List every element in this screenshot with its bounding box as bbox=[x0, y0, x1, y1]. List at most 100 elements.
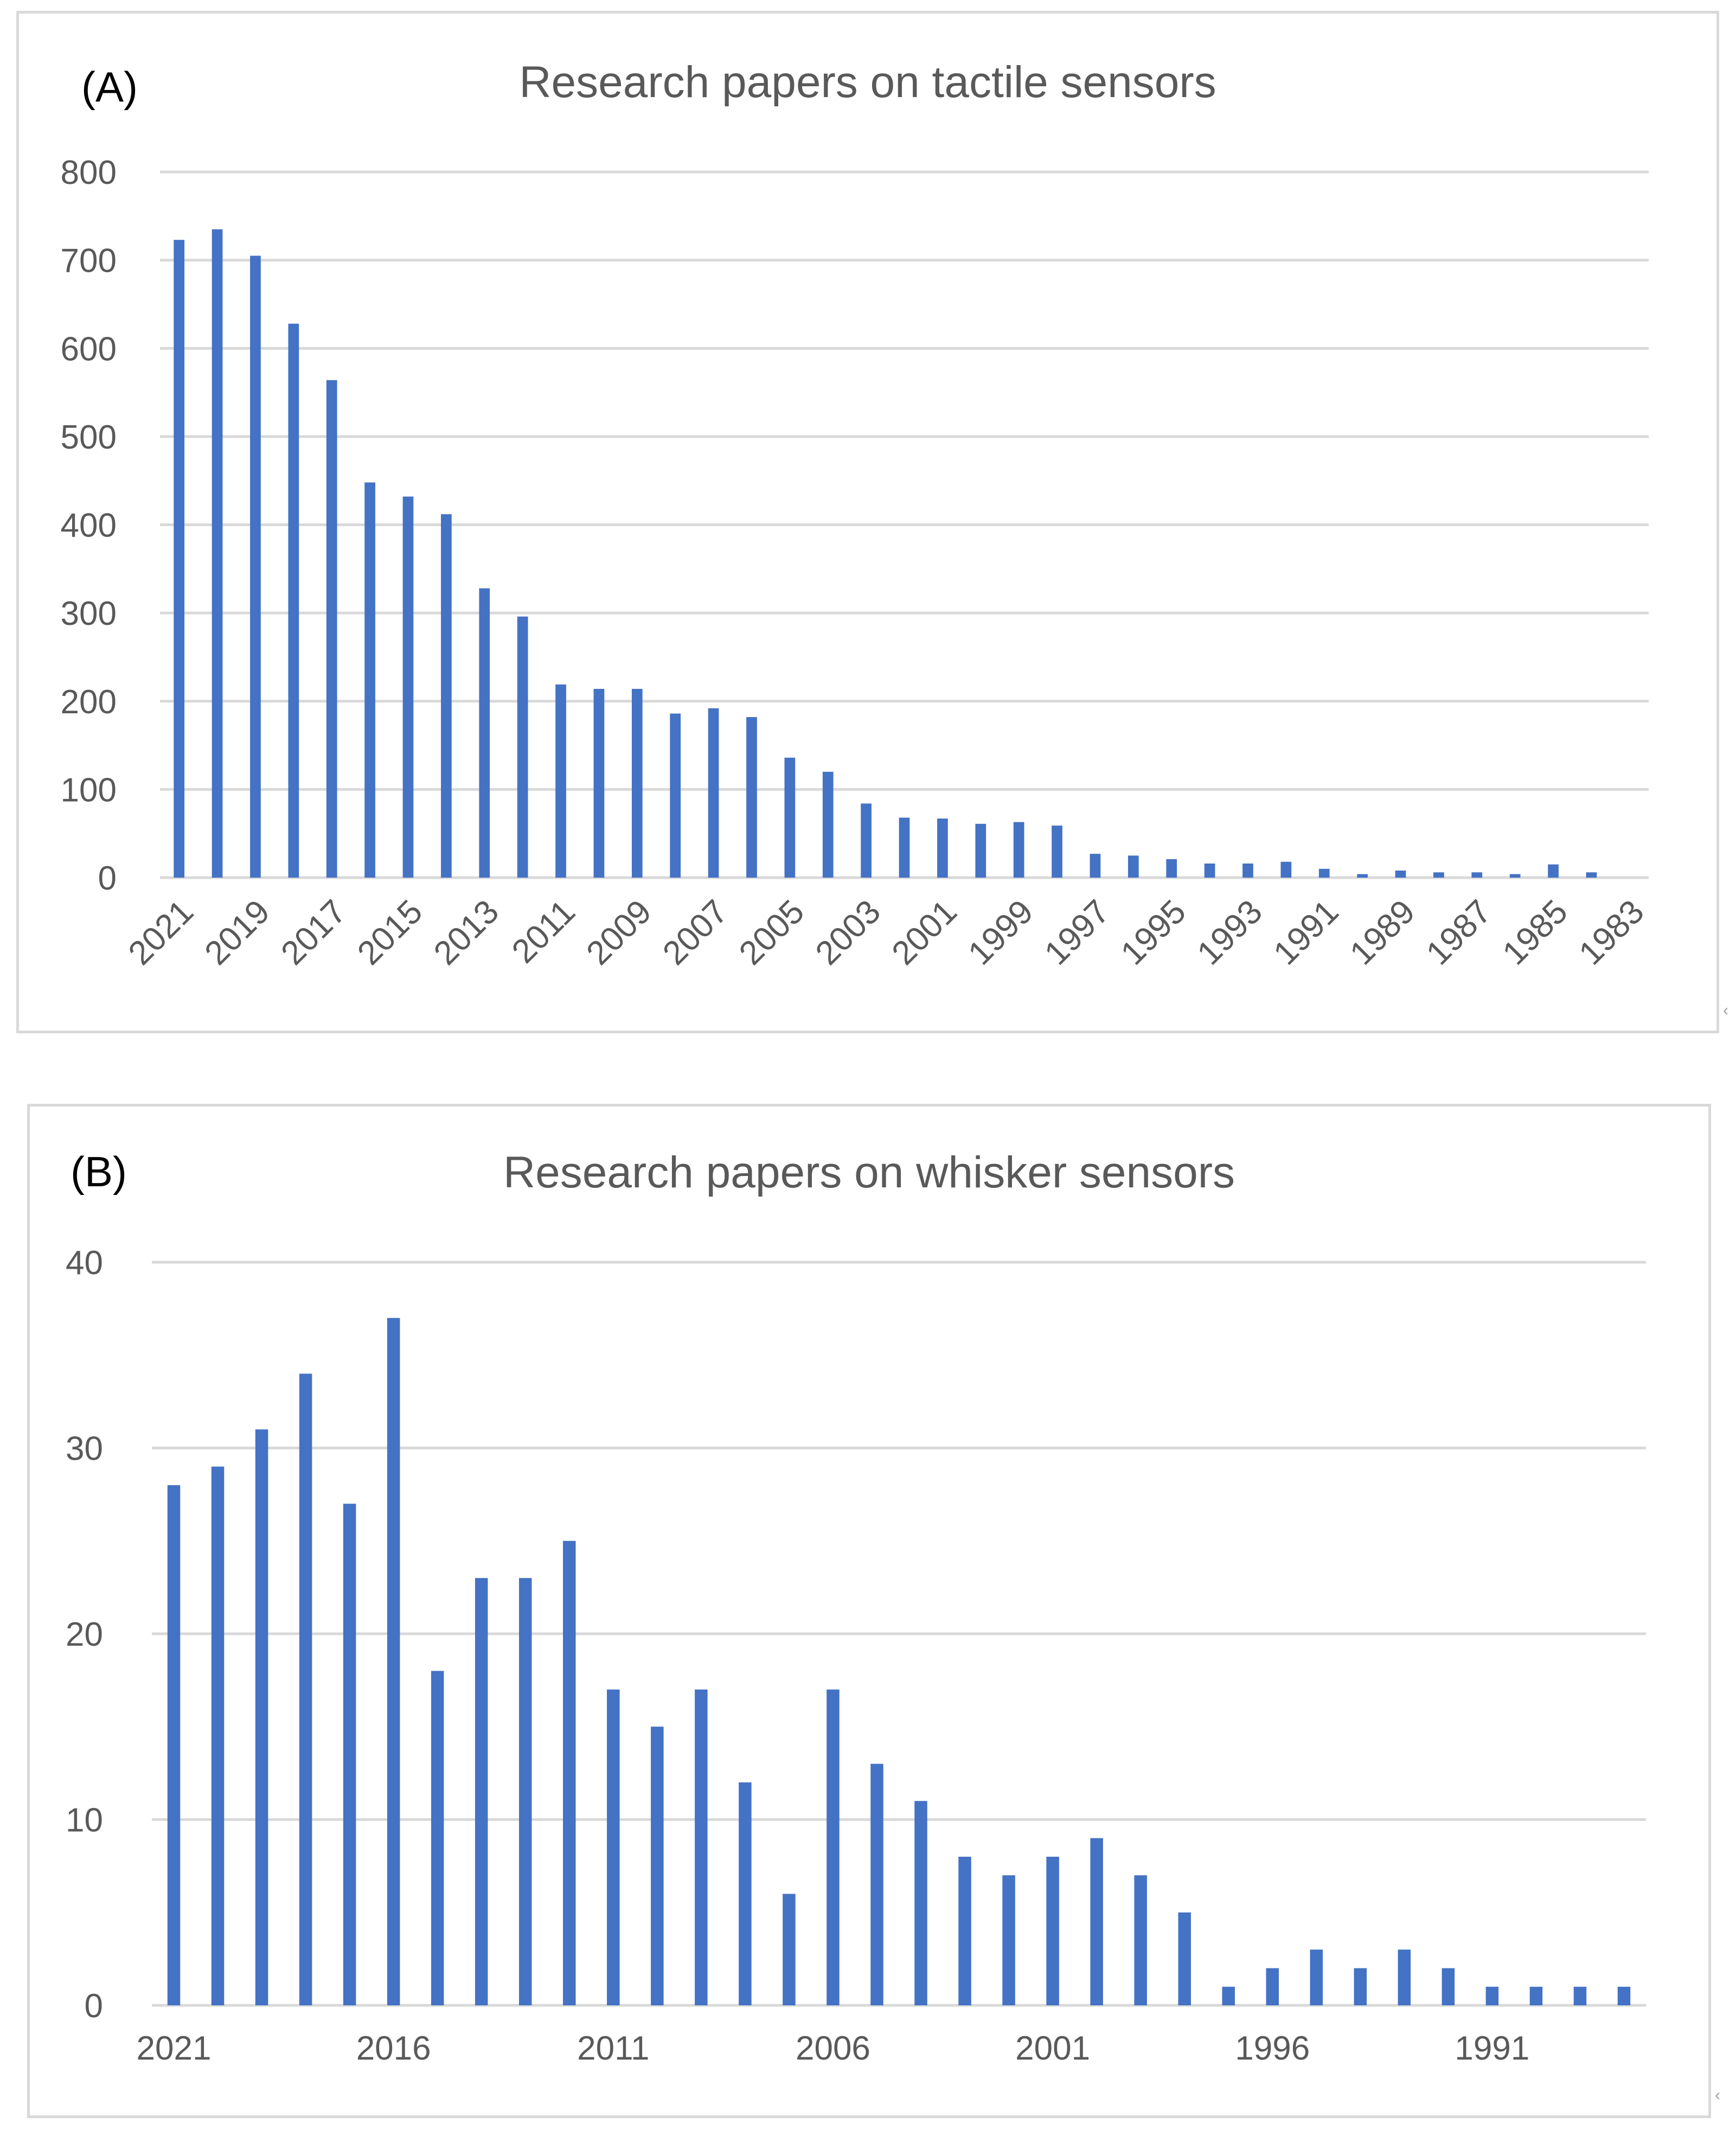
bar-2017 bbox=[343, 1504, 356, 2005]
bar-1994 bbox=[1204, 863, 1215, 878]
bar-1991 bbox=[1485, 1986, 1499, 2005]
bar-1995 bbox=[1166, 859, 1177, 878]
x-tick-label: 1985 bbox=[1496, 893, 1575, 972]
y-tick-label: 0 bbox=[85, 1987, 103, 2025]
x-tick-label: 1987 bbox=[1419, 893, 1498, 972]
x-tick-label: 2019 bbox=[198, 893, 277, 972]
x-tick-label: 2015 bbox=[350, 893, 430, 972]
bar-2010 bbox=[651, 1727, 664, 2005]
bar-2007 bbox=[708, 708, 719, 878]
bar-1990 bbox=[1357, 874, 1368, 878]
resize-handle-icon: ‹ bbox=[1715, 2086, 1720, 2104]
y-tick-label: 0 bbox=[98, 860, 117, 897]
x-tick-label: 1991 bbox=[1266, 893, 1346, 972]
bar-2005 bbox=[784, 757, 796, 878]
x-tick-label: 2003 bbox=[809, 893, 888, 972]
y-tick-label: 200 bbox=[61, 683, 117, 721]
x-tick-label: 2021 bbox=[121, 893, 201, 972]
x-tick-label: 2021 bbox=[137, 2030, 212, 2067]
x-tick-label: 2007 bbox=[656, 893, 735, 972]
bar-2001 bbox=[937, 819, 948, 878]
bar-2008 bbox=[670, 713, 681, 878]
x-tick-label: 1993 bbox=[1190, 893, 1270, 972]
chart-panel-a: (A) Research papers on tactile sensors 0… bbox=[16, 11, 1728, 1033]
x-tick-label: 1989 bbox=[1343, 893, 1422, 972]
bar-1985 bbox=[1548, 864, 1559, 878]
y-tick-label: 400 bbox=[61, 507, 117, 545]
bar-1997 bbox=[1222, 1986, 1235, 2005]
x-tick-label: 2017 bbox=[274, 893, 353, 972]
bar-2015 bbox=[402, 496, 414, 878]
bar-1987 bbox=[1471, 872, 1483, 878]
bar-2004 bbox=[914, 1801, 927, 2005]
bar-2021 bbox=[167, 1485, 181, 2005]
bar-2021 bbox=[174, 240, 185, 878]
y-tick-label: 500 bbox=[61, 419, 117, 456]
bar-2011 bbox=[555, 684, 566, 878]
y-tick-label: 30 bbox=[66, 1430, 103, 1468]
x-tick-label: 2011 bbox=[577, 2030, 649, 2067]
x-tick-label: 1983 bbox=[1572, 893, 1651, 972]
bar-1984 bbox=[1586, 872, 1597, 878]
bar-2006 bbox=[827, 1689, 840, 2005]
bar-1999 bbox=[1013, 822, 1024, 878]
y-tick-label: 100 bbox=[61, 771, 117, 809]
x-tick-label: 1997 bbox=[1037, 893, 1117, 972]
bar-2018 bbox=[288, 323, 299, 878]
y-tick-label: 600 bbox=[61, 330, 117, 368]
x-tick-label: 2001 bbox=[1015, 2030, 1090, 2067]
bar-1989 bbox=[1395, 870, 1406, 878]
bar-1986 bbox=[1509, 874, 1521, 878]
bar-2013 bbox=[519, 1578, 532, 2005]
bar-2016 bbox=[387, 1318, 400, 2005]
bar-2014 bbox=[441, 514, 452, 878]
bar-2019 bbox=[250, 255, 261, 878]
bar-1992 bbox=[1442, 1968, 1455, 2005]
bar-2000 bbox=[1090, 1838, 1103, 2005]
x-tick-label: 2001 bbox=[885, 893, 964, 972]
y-tick-label: 300 bbox=[61, 595, 117, 632]
x-tick-label: 1991 bbox=[1455, 2030, 1529, 2067]
bar-1996 bbox=[1128, 855, 1139, 878]
x-tick-label: 1995 bbox=[1114, 893, 1193, 972]
bar-2012 bbox=[563, 1540, 576, 2005]
bar-2014 bbox=[475, 1578, 488, 2005]
bar-1998 bbox=[1178, 1912, 1191, 2005]
bar-2015 bbox=[431, 1671, 444, 2005]
bar-2017 bbox=[326, 380, 337, 878]
bar-2013 bbox=[479, 588, 490, 878]
bar-2000 bbox=[975, 823, 986, 878]
bar-1997 bbox=[1090, 854, 1101, 878]
chart-b-plot: 0 10 20 30 40 2021 2016 2011 2006 2001 1996 1991 bbox=[66, 1244, 1646, 2067]
bar-2008 bbox=[739, 1782, 752, 2005]
bar-2001 bbox=[1046, 1857, 1059, 2005]
bar-2005 bbox=[870, 1763, 883, 2005]
bar-1999 bbox=[1134, 1875, 1147, 2005]
bar-1989 bbox=[1573, 1986, 1587, 2005]
chart-title-b: Research papers on whisker sensors bbox=[503, 1148, 1235, 1197]
bar-1990 bbox=[1529, 1986, 1543, 2005]
bar-2002 bbox=[899, 817, 910, 878]
bar-2020 bbox=[212, 229, 223, 878]
bar-1992 bbox=[1280, 861, 1292, 878]
x-tick-label: 2013 bbox=[427, 893, 506, 972]
x-tick-label: 1999 bbox=[961, 893, 1040, 972]
y-tick-label: 40 bbox=[66, 1244, 103, 1282]
bar-1988 bbox=[1617, 1986, 1631, 2005]
bar-2010 bbox=[593, 688, 605, 878]
bar-2006 bbox=[746, 717, 757, 878]
bar-2012 bbox=[517, 616, 528, 878]
x-tick-label: 2005 bbox=[732, 893, 811, 972]
bar-1995 bbox=[1310, 1949, 1323, 2005]
bar-2007 bbox=[783, 1894, 796, 2005]
bar-1993 bbox=[1242, 863, 1253, 878]
resize-handle-icon: ‹ bbox=[1723, 1001, 1728, 1019]
panel-label-b: (B) bbox=[71, 1148, 127, 1195]
chart-a-plot: 0100200300400500600700800202120192017201… bbox=[61, 154, 1651, 972]
bar-2011 bbox=[607, 1689, 620, 2005]
chart-title-a: Research papers on tactile sensors bbox=[519, 57, 1216, 107]
bar-1996 bbox=[1266, 1968, 1279, 2005]
y-tick-label: 700 bbox=[61, 242, 117, 280]
y-tick-label: 20 bbox=[66, 1616, 103, 1653]
bar-2019 bbox=[255, 1429, 268, 2005]
